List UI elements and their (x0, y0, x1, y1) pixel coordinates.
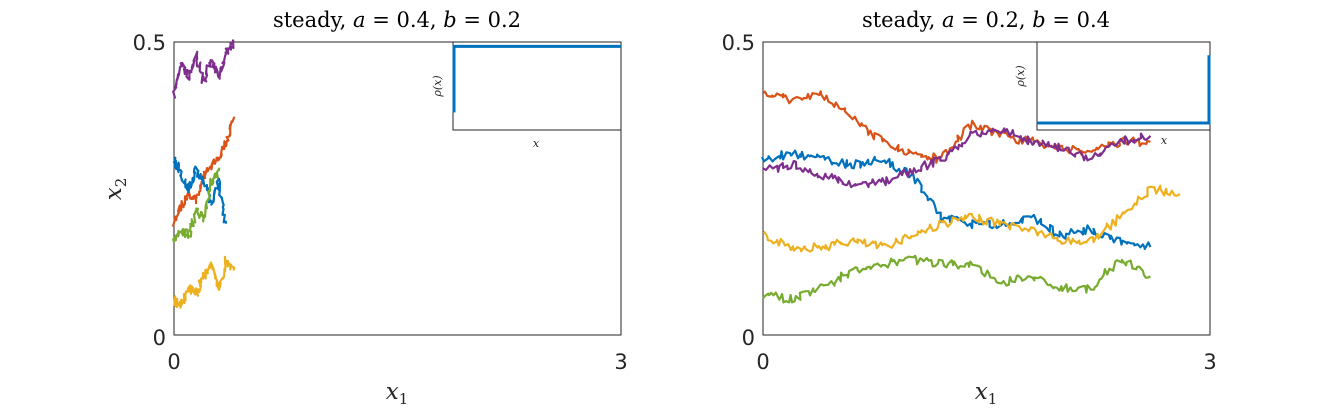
panel-2-inset-ylabel: ρ(x) (1014, 65, 1027, 87)
panel-1-xtick-left: 0 (167, 350, 180, 374)
panel-1-ytick-top: 0.5 (133, 31, 166, 55)
panel-1-title: steady, a = 0.4, b = 0.2 (273, 8, 521, 32)
panel-1-inset-ylabel: ρ(x) (431, 75, 444, 97)
panel-2-xlabel: x1 (975, 379, 998, 408)
panel-1-series-group (171, 39, 236, 309)
panel-1-trajectory-2 (171, 116, 236, 227)
panel-1-trajectory-4 (172, 167, 221, 244)
panel-1-ylabel: x2 (101, 178, 130, 201)
panel-2-ytick-bottom: 0 (742, 326, 755, 350)
panel-1-inset-frame (452, 41, 622, 131)
panel-2-xtick-left: 0 (756, 350, 769, 374)
panel-1-inset-xlabel: x (533, 137, 540, 150)
panel-2-title: steady, a = 0.2, b = 0.4 (862, 8, 1110, 32)
panel-2-xtick-right: 3 (1203, 350, 1216, 374)
panel-1-trajectory-5 (173, 255, 236, 309)
panel-2-inset-frame (1036, 41, 1211, 131)
panel-1-trajectory-1 (172, 39, 235, 99)
panel-1-trajectory-3 (172, 156, 228, 224)
panel-2-trajectory-1 (763, 90, 1151, 164)
panel-2-inset-xlabel: x (1161, 134, 1168, 147)
panel-1-inset-density-line (452, 44, 621, 113)
panel-2-trajectory-2 (760, 149, 1152, 251)
panel-1-xlabel: x1 (386, 379, 409, 408)
panel-2-inset-density-line (1037, 55, 1211, 125)
panel-2-ytick-top: 0.5 (722, 31, 755, 55)
panel-1-xtick-right: 3 (614, 350, 627, 374)
panel-1-ytick-bottom: 0 (153, 326, 166, 350)
panel-2-trajectory-3 (762, 127, 1152, 189)
panel-2-trajectory-5 (762, 254, 1151, 304)
panel-2: steady, a = 0.2, b = 0.4 x ρ(x) 0.5 0 0 … (722, 8, 1217, 408)
panel-1-inset: x ρ(x) (431, 41, 622, 150)
panel-1-axes-frame (173, 41, 622, 336)
panel-2-trajectory-4 (762, 184, 1181, 253)
panel-2-series-group (760, 90, 1181, 304)
panel-1: steady, a = 0.4, b = 0.2 x ρ(x) 0.5 0 0 … (101, 8, 628, 408)
panel-2-inset: x ρ(x) (1014, 41, 1211, 147)
panel-2-axes-frame (762, 41, 1211, 336)
